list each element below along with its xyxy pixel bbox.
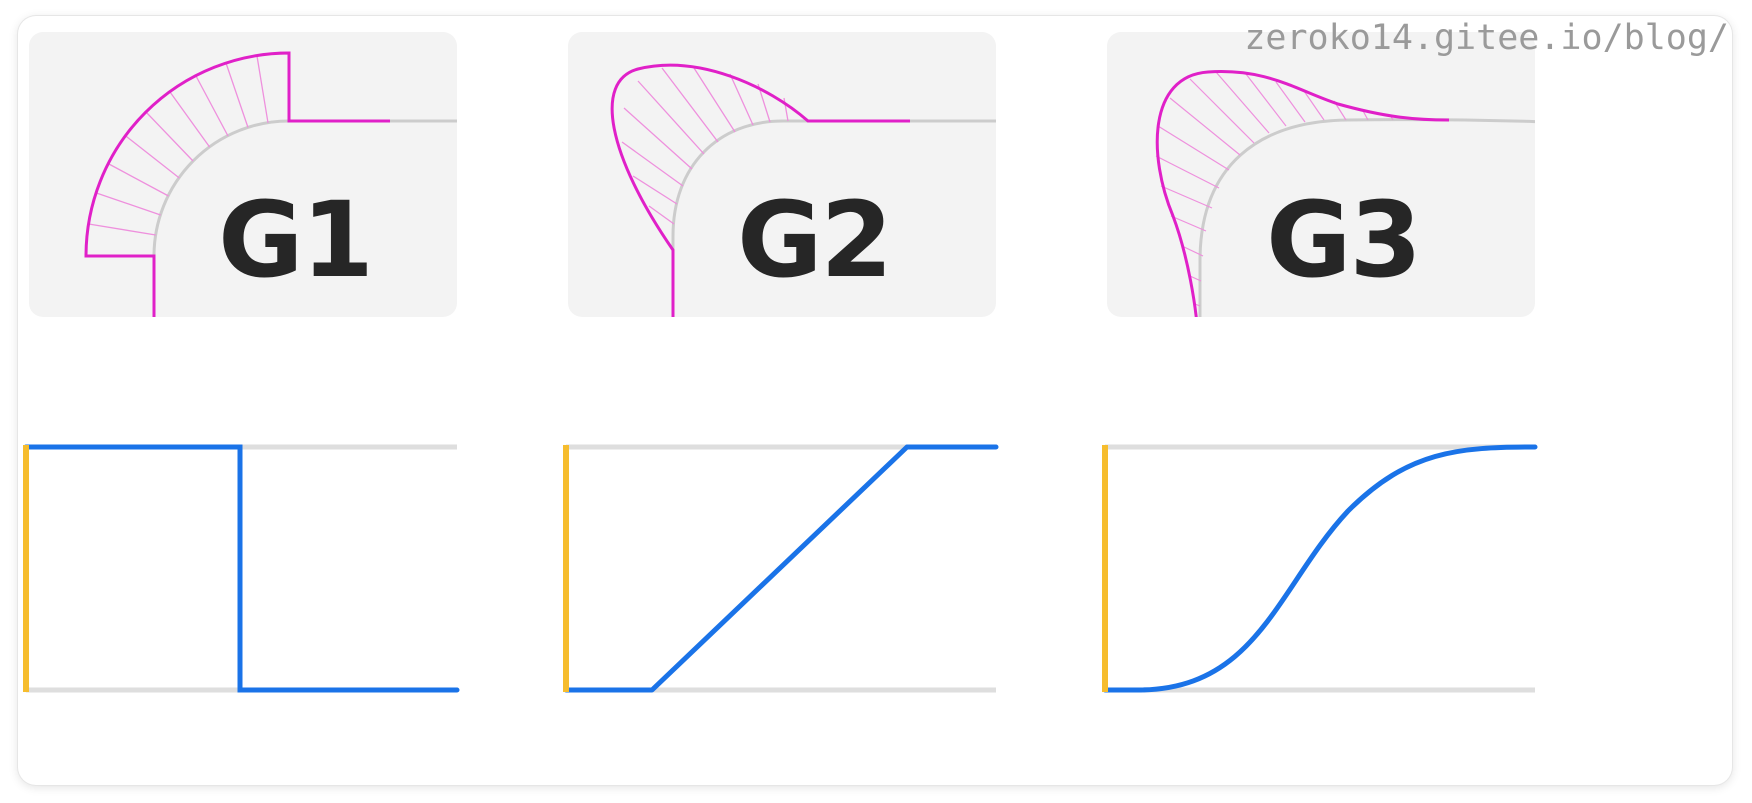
panel-g1-background (29, 32, 457, 317)
watermark-text: zeroko14.gitee.io/blog/ (1244, 18, 1729, 58)
plot-g2-curvature-line (563, 444, 999, 693)
panel-g3-curvature-comb (1155, 70, 1450, 317)
panel-g2: G2 (568, 32, 996, 317)
panel-g3: G3 (1107, 32, 1535, 317)
plot-g3 (1102, 444, 1538, 693)
panel-g2-background (568, 32, 996, 317)
panel-g2-corner-outline (671, 119, 996, 317)
figure-card: G1 G2 (18, 16, 1732, 785)
panel-g1-curvature-comb (84, 51, 390, 317)
plot-g3-curvature-line (1102, 444, 1538, 693)
panel-g1-comb-hatch (86, 55, 269, 257)
panel-g2-label: G2 (737, 179, 891, 301)
plot-g1 (23, 444, 460, 693)
continuity-diagram: G1 G2 (23, 18, 1729, 693)
panel-g2-curvature-comb (610, 63, 910, 317)
panel-g3-corner-outline (1198, 118, 1535, 317)
plot-g2 (563, 444, 999, 693)
panel-g2-comb-hatch (621, 67, 789, 225)
panel-g1-label: G1 (218, 179, 372, 301)
panel-g1: G1 (29, 32, 457, 317)
panel-g1-corner-outline (152, 119, 457, 317)
panel-g3-label: G3 (1266, 179, 1420, 301)
plot-g1-curvature-line (23, 444, 460, 693)
